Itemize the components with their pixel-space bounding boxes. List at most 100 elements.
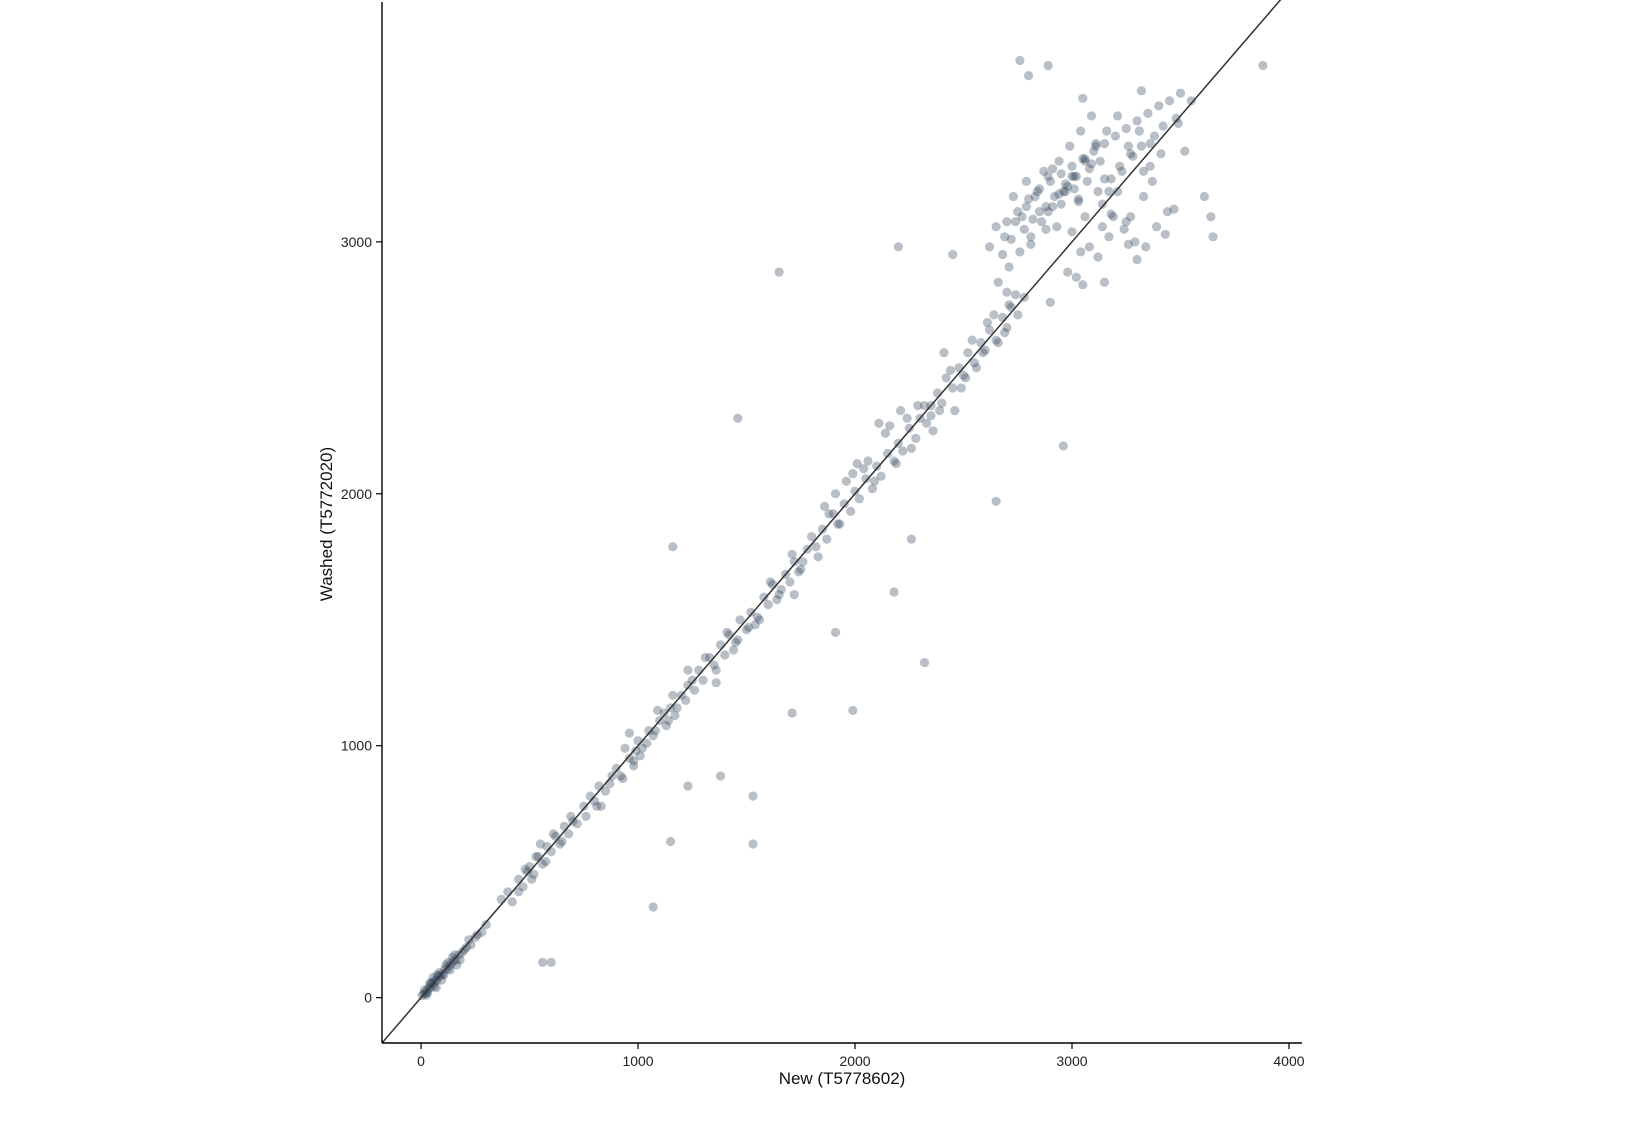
data-point bbox=[1000, 232, 1010, 242]
data-point bbox=[1013, 207, 1023, 217]
data-point bbox=[538, 957, 548, 968]
data-point bbox=[744, 622, 754, 632]
data-point bbox=[464, 935, 474, 945]
data-point bbox=[752, 612, 763, 622]
data-point bbox=[1126, 212, 1136, 222]
data-point bbox=[579, 801, 589, 811]
data-point bbox=[629, 761, 639, 771]
data-point bbox=[668, 542, 678, 552]
data-point bbox=[1145, 161, 1155, 171]
data-point bbox=[830, 489, 841, 499]
data-point bbox=[1106, 174, 1116, 184]
data-point bbox=[1008, 191, 1019, 202]
data-point bbox=[557, 836, 567, 847]
data-point bbox=[1060, 186, 1071, 197]
data-point bbox=[462, 942, 472, 952]
y-axis-title: Washed (T5772020) bbox=[317, 447, 336, 601]
data-point bbox=[441, 960, 451, 970]
data-point bbox=[1080, 156, 1090, 166]
data-point bbox=[889, 456, 899, 466]
data-point bbox=[1071, 171, 1081, 181]
data-point bbox=[956, 383, 966, 393]
data-point bbox=[429, 981, 439, 991]
data-point bbox=[731, 637, 741, 648]
data-point bbox=[1067, 171, 1077, 181]
data-point bbox=[1063, 181, 1073, 191]
data-point bbox=[1002, 287, 1012, 297]
y-tick-label: 2000 bbox=[341, 486, 372, 502]
data-point bbox=[683, 781, 693, 791]
data-point bbox=[830, 627, 841, 638]
data-point bbox=[911, 433, 921, 443]
data-point bbox=[772, 595, 782, 605]
data-point bbox=[592, 801, 602, 811]
data-point bbox=[1032, 186, 1042, 197]
data-point bbox=[1002, 217, 1012, 227]
data-point bbox=[520, 864, 530, 874]
data-point bbox=[451, 955, 461, 965]
data-point bbox=[689, 685, 700, 695]
data-point bbox=[733, 635, 743, 645]
data-point bbox=[854, 494, 865, 504]
data-point bbox=[789, 590, 799, 600]
data-point bbox=[763, 600, 773, 610]
data-point bbox=[1206, 212, 1216, 222]
data-point bbox=[450, 950, 460, 960]
data-point bbox=[984, 242, 995, 252]
data-point bbox=[765, 577, 776, 587]
data-point bbox=[432, 970, 442, 980]
data-point bbox=[514, 887, 524, 897]
data-point bbox=[535, 839, 546, 849]
data-point bbox=[1011, 217, 1021, 227]
data-point bbox=[470, 932, 480, 942]
data-point bbox=[1093, 186, 1103, 197]
data-point bbox=[425, 979, 435, 989]
data-point bbox=[798, 557, 808, 567]
data-point bbox=[1037, 217, 1047, 227]
data-point bbox=[872, 461, 882, 471]
data-point bbox=[991, 222, 1001, 232]
data-point bbox=[813, 552, 823, 562]
data-point bbox=[503, 887, 513, 897]
data-point bbox=[998, 249, 1008, 260]
data-point bbox=[1056, 169, 1066, 179]
data-point bbox=[748, 839, 758, 849]
data-point bbox=[624, 753, 635, 763]
data-point bbox=[1104, 232, 1114, 242]
data-point bbox=[527, 874, 537, 884]
data-point bbox=[1136, 141, 1146, 151]
data-point bbox=[948, 249, 958, 260]
data-point bbox=[1015, 55, 1025, 66]
data-point bbox=[1076, 126, 1086, 136]
data-point bbox=[620, 743, 630, 753]
data-point bbox=[898, 446, 908, 456]
data-point bbox=[711, 678, 721, 688]
data-point bbox=[1004, 262, 1014, 272]
data-point bbox=[937, 398, 947, 408]
data-point bbox=[546, 957, 556, 968]
data-point bbox=[1080, 154, 1090, 164]
data-point bbox=[459, 945, 470, 955]
y-tick-label: 0 bbox=[364, 990, 372, 1006]
data-point bbox=[1093, 252, 1103, 262]
data-point bbox=[637, 743, 648, 753]
data-point bbox=[889, 587, 899, 597]
data-point bbox=[472, 930, 483, 940]
data-point bbox=[1019, 224, 1029, 234]
y-tick-label: 1000 bbox=[341, 738, 372, 754]
data-point bbox=[1078, 280, 1088, 290]
data-point bbox=[1119, 224, 1129, 234]
data-point bbox=[922, 418, 932, 428]
data-point bbox=[1086, 159, 1097, 169]
data-point bbox=[1113, 186, 1123, 197]
data-point bbox=[746, 607, 756, 617]
data-point bbox=[681, 695, 691, 706]
data-point bbox=[1091, 139, 1101, 149]
data-point bbox=[443, 957, 453, 968]
data-point bbox=[1115, 161, 1125, 171]
data-point bbox=[700, 652, 710, 663]
data-point bbox=[896, 406, 906, 416]
data-point bbox=[748, 791, 758, 801]
data-point bbox=[963, 348, 973, 358]
